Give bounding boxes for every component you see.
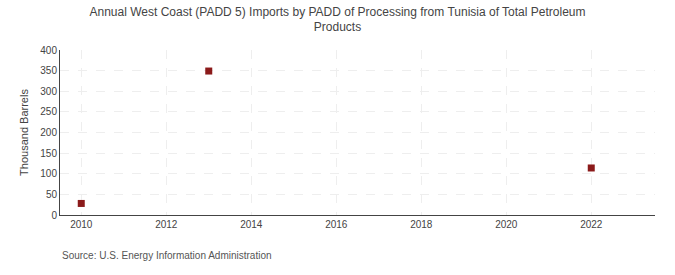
svg-text:50: 50: [46, 189, 58, 200]
svg-text:200: 200: [40, 127, 57, 138]
svg-text:400: 400: [40, 45, 57, 56]
svg-text:2014: 2014: [240, 219, 263, 230]
svg-text:150: 150: [40, 148, 57, 159]
svg-text:250: 250: [40, 106, 57, 117]
svg-text:300: 300: [40, 86, 57, 97]
svg-text:2016: 2016: [325, 219, 348, 230]
svg-text:2020: 2020: [495, 219, 518, 230]
svg-text:0: 0: [51, 210, 57, 221]
svg-text:Thousand Barrels: Thousand Barrels: [18, 89, 30, 176]
svg-text:2012: 2012: [155, 219, 178, 230]
svg-text:2022: 2022: [580, 219, 603, 230]
svg-text:2010: 2010: [70, 219, 93, 230]
svg-text:350: 350: [40, 65, 57, 76]
svg-text:Source: U.S. Energy Informatio: Source: U.S. Energy Information Administ…: [62, 250, 272, 261]
svg-text:100: 100: [40, 168, 57, 179]
svg-text:Annual West Coast (PADD 5) Imp: Annual West Coast (PADD 5) Imports by PA…: [90, 5, 586, 35]
svg-text:2018: 2018: [410, 219, 433, 230]
